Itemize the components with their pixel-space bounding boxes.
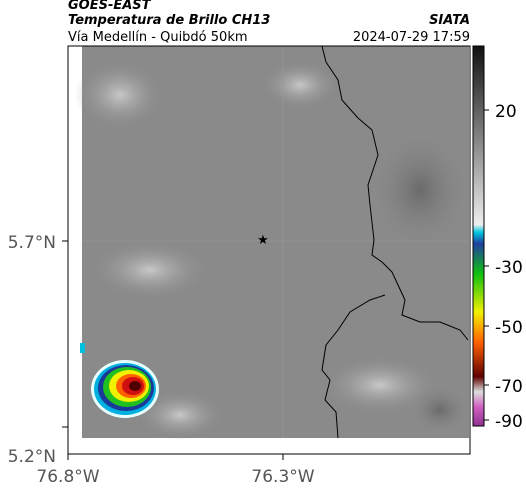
- subtitle: Vía Medellín - Quibdó 50km: [68, 30, 248, 45]
- colorbar-ticks: 20 -30 -50 -70 -90: [484, 102, 523, 432]
- lat-label: 5.2°N: [8, 447, 56, 467]
- city-marker: ★: [257, 233, 269, 248]
- colorbar-tick-label: -70: [495, 377, 523, 397]
- org: SIATA: [429, 13, 470, 28]
- lat-label: 5.7°N: [8, 233, 56, 253]
- title: Temperatura de Brillo CH13: [68, 13, 270, 28]
- colorbar-tick-label: 20: [495, 102, 517, 122]
- map-frame: [67, 45, 471, 455]
- lon-label: 76.8°W: [36, 467, 99, 487]
- colorbar-tick-label: -50: [495, 318, 523, 338]
- map-image: ★: [75, 45, 470, 440]
- lon-label: 76.3°W: [251, 467, 314, 487]
- colorbar: [472, 45, 485, 427]
- colorbar-tick-label: -30: [495, 258, 523, 278]
- timestamp: 2024-07-29 17:59: [353, 30, 470, 45]
- colorbar-tick-label: -90: [495, 412, 523, 432]
- source: GOES-EAST: [68, 0, 152, 13]
